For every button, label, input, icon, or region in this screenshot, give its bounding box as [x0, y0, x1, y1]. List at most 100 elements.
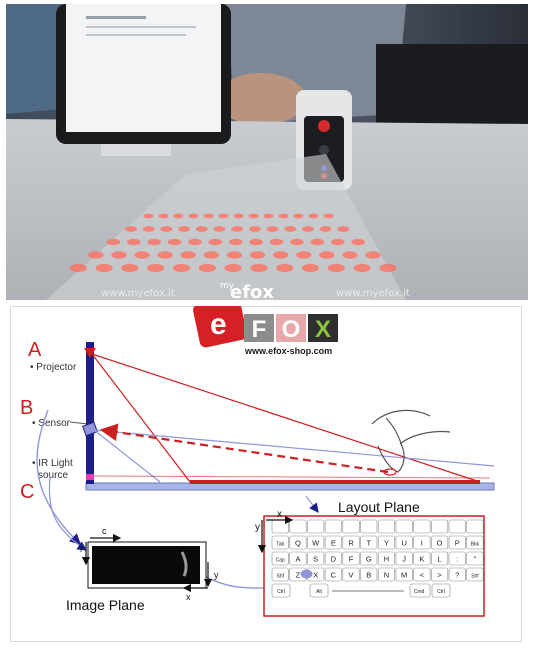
laser-key: [69, 263, 87, 273]
laser-key: [351, 238, 366, 246]
virtual-keyboard-diagram: e F O X www.efox-shop.com A • Projector …: [10, 296, 522, 642]
keyboard-key: [342, 535, 360, 550]
keyboard-key: [342, 567, 360, 582]
laser-key: [301, 263, 320, 273]
logo-e-badge: [193, 296, 247, 348]
laser-key: [167, 238, 182, 246]
keyboard-key-label: C: [331, 571, 337, 580]
laser-key: [272, 251, 289, 259]
keyboard-key: [448, 535, 466, 550]
laser-key: [147, 238, 161, 246]
label-ir-light: • IR Light: [32, 458, 73, 469]
logo-e-letter: e: [210, 308, 227, 341]
watermark-right: www.myefox.it: [336, 288, 410, 299]
laser-key: [263, 213, 274, 219]
laser-key: [208, 238, 223, 246]
keyboard-key: [360, 551, 378, 566]
laser-key: [319, 226, 332, 232]
keyboard-key-label: Ctrl: [437, 589, 445, 595]
diagram-panel: e F O X www.efox-shop.com A • Projector …: [10, 296, 522, 642]
projector-ray-far: [91, 353, 481, 483]
laser-key: [95, 263, 113, 273]
keyboard-key-label: I: [421, 539, 423, 548]
keyboard-key: [360, 535, 378, 550]
keyboard-key: [431, 583, 451, 598]
ir-source-marker: [86, 474, 94, 480]
laser-key: [111, 251, 127, 259]
laser-key: [250, 263, 268, 273]
laser-key: [180, 251, 196, 259]
keyboard-key-label: R: [348, 539, 354, 548]
laser-key: [342, 251, 358, 259]
touch-point: [383, 468, 397, 476]
keyboard-key: [324, 535, 342, 550]
laser-key: [218, 213, 229, 219]
ground-plane: [85, 482, 495, 491]
keyboard-key-label: Shf: [471, 574, 479, 580]
keyboard-key: [395, 535, 413, 550]
laser-key: [160, 226, 173, 232]
hand: [216, 73, 306, 125]
keyboard-key: [360, 567, 378, 582]
keyboard-key-label: Tab: [276, 542, 284, 548]
laser-key: [248, 213, 259, 219]
sensor-to-image-arrow: [36, 409, 82, 545]
keyboard-key: [413, 535, 431, 550]
watermark-logo-prefix: my: [220, 281, 235, 291]
keyboard-key-label: E: [331, 539, 336, 548]
keyboard-key: [430, 535, 449, 550]
keyboard-icon-key: [377, 519, 396, 534]
image-axis-x: x: [186, 592, 191, 602]
logo-letter-f: F: [252, 316, 267, 343]
keyboard-key-label: X: [313, 571, 318, 580]
laser-key: [319, 251, 335, 259]
keyboard-key: [448, 567, 466, 582]
laser-key: [310, 238, 325, 246]
keyboard-key-label: ?: [455, 571, 459, 580]
image-axis-c: c: [102, 526, 107, 536]
keyboard-key: [466, 567, 484, 582]
keyboard-key: [324, 567, 342, 582]
laser-key: [106, 238, 121, 246]
finger-sketch: [371, 409, 431, 473]
tablet-screen: [66, 4, 221, 132]
keyboard-icon-key: [289, 519, 307, 534]
keyboard-key: [448, 551, 466, 566]
laser-key: [266, 226, 279, 232]
laser-key: [290, 238, 304, 246]
photo-scene: www.myefox.it www.myefox.it my efox: [6, 4, 528, 300]
laser-key: [248, 226, 261, 232]
efox-logo: e F O X www.efox-shop.com: [193, 296, 338, 356]
keyboard-key: [430, 551, 449, 566]
laser-key: [172, 263, 191, 273]
keyboard-key-label: Cap: [276, 558, 285, 564]
keyboard-icon-key: [466, 519, 484, 534]
keyboard-key-label: >: [437, 571, 442, 580]
keyboard-key-label: D: [331, 555, 337, 564]
laser-key: [284, 226, 297, 232]
keyboard-icon-key: [307, 519, 325, 534]
laser-key: [249, 238, 263, 246]
keyboard-key-label: Y: [384, 539, 389, 548]
laser-key: [269, 238, 284, 246]
laser-key: [195, 226, 208, 232]
keyboard-key: [409, 583, 431, 598]
laser-key: [224, 263, 242, 273]
laser-key: [88, 251, 104, 259]
laser-key: [331, 238, 345, 246]
keyboard-icon-key: [360, 519, 378, 534]
logo-letter-x: X: [315, 316, 331, 343]
finger-image-blob: [180, 551, 188, 577]
keyboard-key-label: <: [420, 571, 425, 580]
laser-key: [121, 263, 139, 273]
keyboard-key-label: S: [313, 555, 318, 564]
watermark-logo-word: efox: [230, 282, 274, 300]
laser-key: [198, 263, 216, 273]
keyboard-key-label: N: [384, 571, 389, 580]
laser-key: [188, 238, 202, 246]
keyboard-key: [271, 551, 289, 566]
image-axis-r: r: [80, 544, 83, 554]
keyboard-key-label: O: [437, 539, 443, 548]
keyboard-key-label: T: [366, 539, 371, 548]
laser-key: [379, 263, 397, 273]
